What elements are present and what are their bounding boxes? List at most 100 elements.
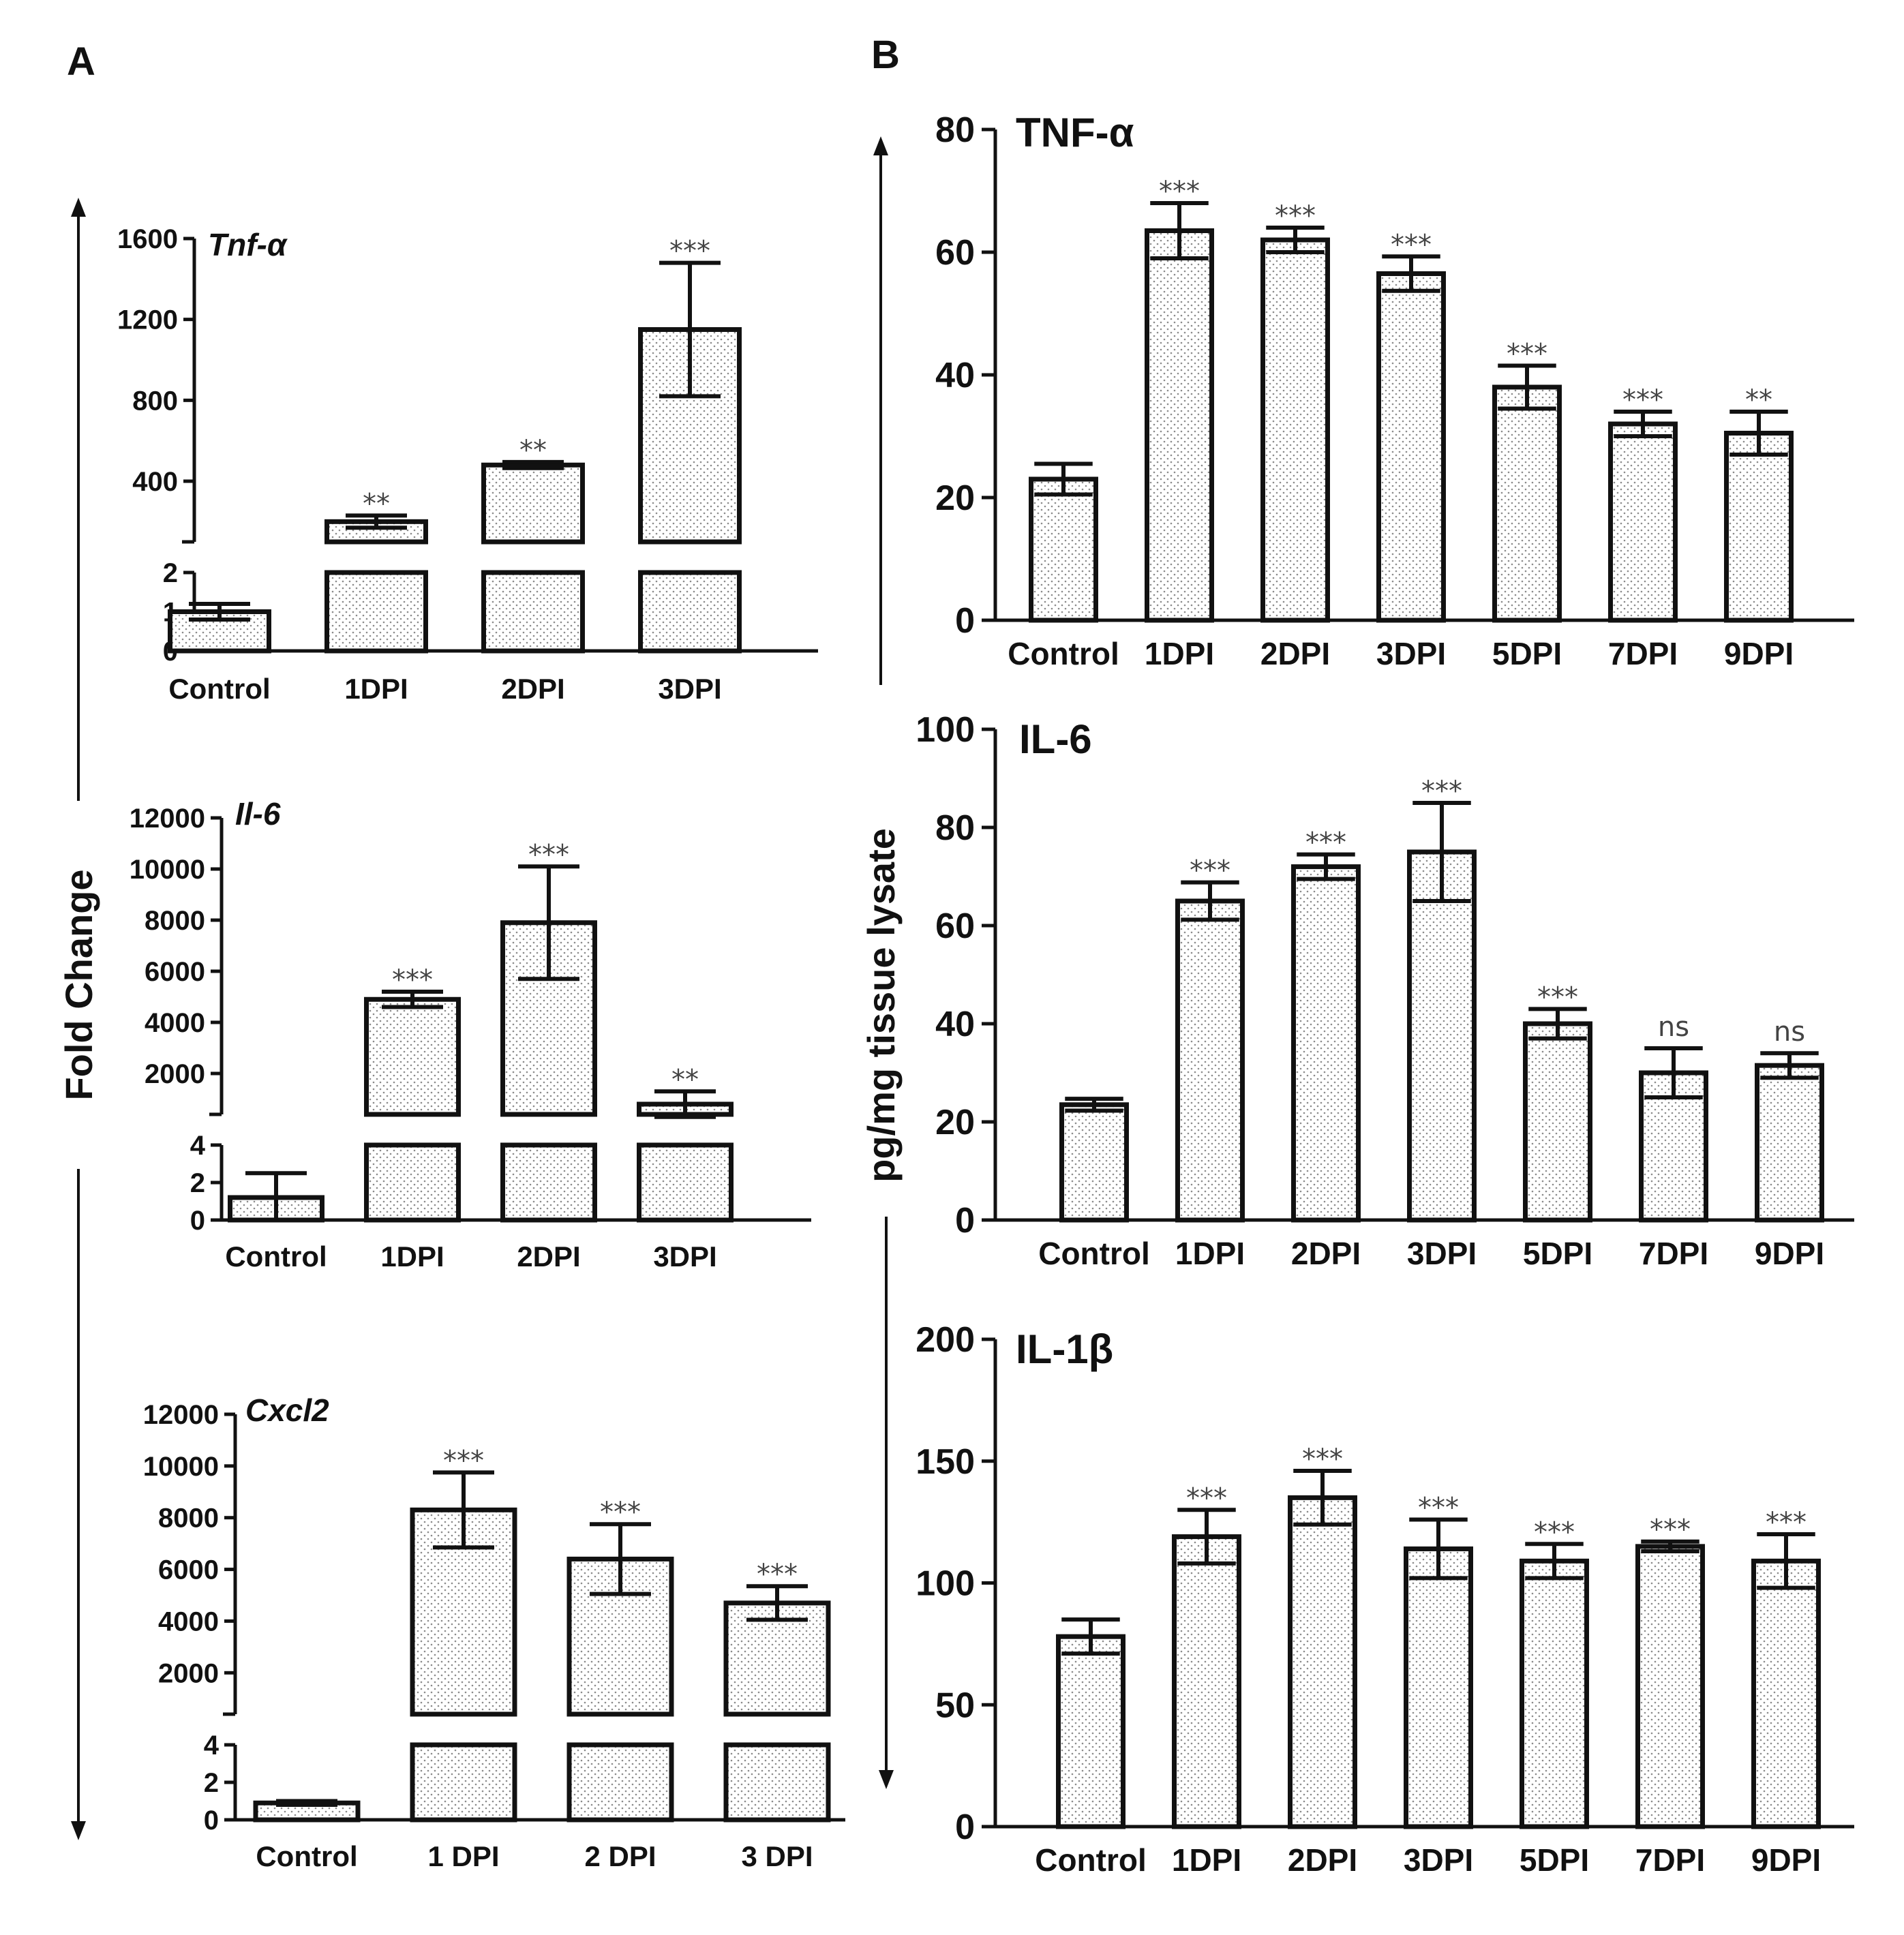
error-bar bbox=[189, 602, 250, 622]
significance-label: *** bbox=[1507, 339, 1547, 370]
x-tick-label: 3DPI bbox=[653, 1240, 716, 1273]
bar-lower-segment bbox=[637, 1142, 734, 1223]
x-tick-label: 9DPI bbox=[1755, 1236, 1824, 1271]
bar bbox=[1492, 384, 1562, 623]
x-tick-label: 1DPI bbox=[344, 673, 408, 705]
significance-label: *** bbox=[1421, 776, 1462, 807]
error-bar bbox=[245, 1171, 307, 1222]
error-bar bbox=[382, 990, 443, 1009]
x-tick-label: Control bbox=[256, 1840, 357, 1872]
x-tick-label: 2DPI bbox=[501, 673, 564, 705]
significance-label: *** bbox=[1305, 827, 1346, 859]
bar bbox=[1056, 1634, 1125, 1829]
error-bar bbox=[1525, 1542, 1584, 1581]
chart-title: Cxcl2 bbox=[245, 1392, 329, 1428]
bar bbox=[1755, 1063, 1824, 1223]
chart-il6_protein: 0 20 40 60 80 100 IL-6 Control *** 1DPI *** 2DPI ***… bbox=[916, 710, 1854, 1271]
error-bar bbox=[1641, 1539, 1699, 1554]
significance-label: *** bbox=[757, 1559, 798, 1590]
chart-cxcl2_mrna: 0 2 4 2000 4000 6000 8000 10000 12000 Cxcl2 Contro… bbox=[143, 1392, 845, 1872]
error-bar bbox=[654, 1089, 716, 1119]
bar bbox=[1751, 1558, 1821, 1829]
bar-lower-segment bbox=[566, 1742, 674, 1823]
y-tick-label: 8000 bbox=[145, 906, 205, 936]
significance-label: *** bbox=[1418, 1493, 1459, 1524]
significance-label: *** bbox=[443, 1445, 484, 1476]
bar-lower-segment bbox=[324, 570, 428, 654]
bar bbox=[481, 462, 585, 545]
y-axis-label-tissue-lysate: pg/mg tissue lysate bbox=[860, 828, 903, 1183]
y-tick-label: 200 bbox=[916, 1320, 975, 1360]
y-tick-label: 10000 bbox=[143, 1452, 219, 1482]
y-tick-label: 8000 bbox=[158, 1504, 219, 1534]
y-tick-label: 800 bbox=[132, 386, 178, 416]
y-tick-label: 2 bbox=[190, 1168, 205, 1198]
bar bbox=[1260, 237, 1330, 623]
y-tick-label: 40 bbox=[935, 356, 975, 395]
bar bbox=[1145, 228, 1214, 623]
x-tick-label: 2DPI bbox=[1291, 1236, 1361, 1271]
x-tick-label: Control bbox=[1008, 636, 1119, 671]
bar bbox=[1635, 1544, 1705, 1829]
y-tick-label: 400 bbox=[132, 467, 178, 497]
significance-label: ** bbox=[1745, 384, 1772, 416]
bar-lower-segment bbox=[481, 570, 585, 654]
error-bar bbox=[1729, 410, 1788, 457]
x-tick-label: Control bbox=[168, 673, 270, 705]
chart-il1b_protein: 0 50 100 150 200 IL-1β Control *** 1DPI *** 2DPI **… bbox=[916, 1320, 1854, 1878]
y-tick-label: 0 bbox=[955, 601, 975, 641]
y-tick-label: 50 bbox=[935, 1686, 975, 1725]
bar bbox=[1029, 476, 1098, 623]
error-bar bbox=[1498, 363, 1556, 411]
chart-title: TNF-α bbox=[1016, 110, 1134, 155]
y-tick-label: 10000 bbox=[130, 855, 205, 885]
y-tick-label: 0 bbox=[190, 1206, 205, 1236]
significance-label: *** bbox=[1622, 384, 1663, 416]
chart-title: IL-6 bbox=[1019, 716, 1092, 762]
bar bbox=[1291, 864, 1361, 1223]
x-tick-label: 1DPI bbox=[1172, 1842, 1241, 1878]
significance-label: ** bbox=[671, 1064, 699, 1095]
y-tick-label: 20 bbox=[935, 478, 975, 518]
error-bar bbox=[1412, 801, 1471, 903]
y-tick-label: 100 bbox=[916, 710, 975, 750]
x-tick-label: 7DPI bbox=[1608, 636, 1678, 671]
y-tick-label: 4 bbox=[190, 1131, 206, 1161]
x-tick-label: 9DPI bbox=[1751, 1842, 1821, 1878]
bar-lower-segment bbox=[364, 1142, 461, 1223]
significance-label: *** bbox=[1302, 1444, 1343, 1475]
chart-title: IL-1β bbox=[1016, 1326, 1113, 1372]
y-tick-label: 150 bbox=[916, 1442, 975, 1482]
y-tick-label: 4000 bbox=[158, 1606, 219, 1636]
error-bar bbox=[1293, 1469, 1352, 1527]
x-tick-label: 1 DPI bbox=[427, 1840, 499, 1872]
x-tick-label: Control bbox=[1038, 1236, 1150, 1271]
x-tick-label: 1DPI bbox=[1145, 636, 1214, 671]
error-bar bbox=[1065, 1097, 1123, 1113]
chart-title: Il-6 bbox=[235, 796, 281, 832]
y-tick-label: 100 bbox=[916, 1564, 975, 1604]
significance-label: ** bbox=[519, 435, 547, 466]
error-bar bbox=[659, 260, 721, 399]
error-bar bbox=[502, 459, 564, 470]
charts-container: 01240080012001600Tnf-αControl**1DPI**2DP… bbox=[117, 110, 1854, 1878]
error-bar bbox=[1409, 1517, 1468, 1581]
significance-label: *** bbox=[1190, 855, 1230, 887]
y-tick-label: 2 bbox=[204, 1768, 219, 1798]
bar-lower-segment bbox=[638, 570, 742, 654]
y-tick-label: 2 bbox=[163, 558, 178, 588]
error-bar bbox=[518, 864, 579, 981]
significance-label: *** bbox=[669, 236, 710, 267]
y-tick-label: 0 bbox=[955, 1201, 975, 1240]
error-bar bbox=[1061, 1617, 1120, 1656]
error-bar bbox=[1177, 1508, 1236, 1566]
error-bar bbox=[1034, 461, 1093, 497]
bar bbox=[1724, 431, 1794, 623]
y-tick-label: 12000 bbox=[130, 804, 205, 834]
y-tick-label: 0 bbox=[955, 1808, 975, 1847]
error-bar bbox=[276, 1799, 337, 1807]
x-tick-label: 2DPI bbox=[1288, 1842, 1357, 1878]
significance-label: ** bbox=[363, 488, 390, 519]
significance-label: *** bbox=[1650, 1514, 1691, 1546]
